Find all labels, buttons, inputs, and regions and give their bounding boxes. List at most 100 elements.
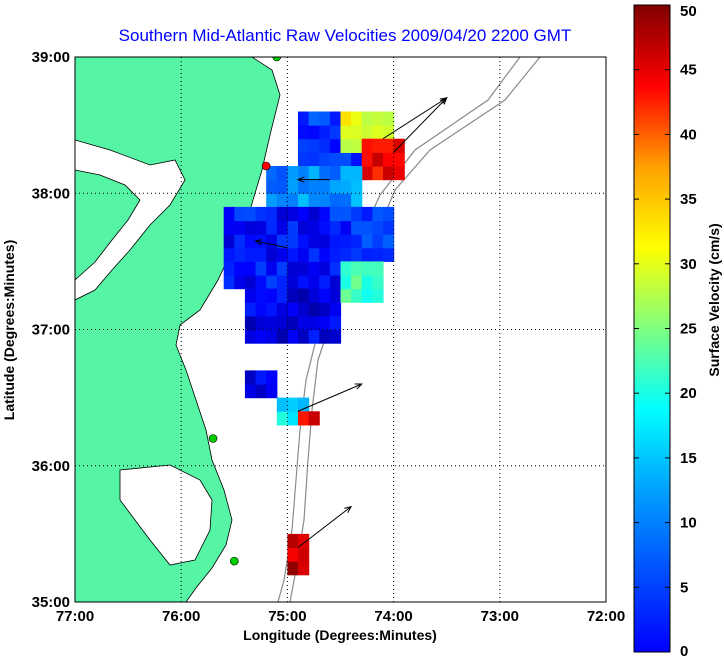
plot-frame — [74, 56, 607, 603]
velocity-cell — [340, 206, 352, 222]
velocity-cell — [393, 166, 405, 181]
velocity-cell — [308, 152, 320, 167]
velocity-cell — [351, 206, 363, 222]
velocity-cell — [308, 193, 320, 208]
radar-station — [261, 161, 271, 171]
velocity-cell — [351, 234, 363, 249]
velocity-cell — [351, 138, 363, 153]
velocity-cell — [255, 234, 267, 249]
velocity-cell — [372, 166, 384, 181]
colorbar-tick-label: 30 — [680, 256, 697, 273]
velocity-cell — [244, 206, 257, 222]
velocity-cell — [244, 234, 257, 249]
velocity-cell — [244, 329, 257, 344]
velocity-cell — [287, 547, 299, 562]
velocity-cell — [244, 315, 257, 331]
velocity-cell — [308, 179, 320, 194]
velocity-cell — [372, 288, 384, 303]
grid-lines — [75, 57, 606, 602]
velocity-cell — [308, 275, 320, 290]
velocity-cell — [255, 275, 267, 290]
velocity-cell — [298, 206, 310, 222]
velocity-cell — [287, 193, 299, 208]
velocity-cell — [329, 329, 342, 344]
velocity-cell — [308, 125, 320, 140]
velocity-cell — [351, 288, 363, 303]
velocity-cell — [298, 411, 310, 426]
velocity-cell — [276, 315, 288, 331]
colorbar-tick-label: 45 — [680, 62, 697, 79]
velocity-cell — [255, 206, 267, 222]
velocity-cell — [383, 138, 395, 153]
velocity-cell — [383, 206, 395, 222]
velocity-cell — [287, 533, 299, 549]
velocity-cell — [329, 288, 342, 303]
velocity-cell — [351, 166, 363, 181]
colorbar — [633, 4, 671, 653]
velocity-cell — [340, 261, 352, 276]
velocity-cell — [266, 275, 278, 290]
velocity-cell — [319, 234, 331, 249]
velocity-cell — [319, 193, 331, 208]
velocity-cell — [266, 302, 278, 317]
velocity-cell — [351, 247, 363, 262]
velocity-cell — [329, 138, 342, 153]
velocity-cell — [298, 152, 310, 167]
colorbar-tick-labels: 50 45 40 35 30 25 20 15 10 5 0 — [680, 3, 697, 659]
velocity-cell — [319, 166, 331, 181]
velocity-cell — [340, 166, 352, 181]
velocity-cell — [287, 206, 299, 222]
x-tick-label: 77:00 — [56, 608, 94, 625]
velocity-cell — [223, 247, 235, 262]
velocity-cell — [244, 247, 257, 262]
y-tick-label: 39:00 — [32, 49, 70, 66]
velocity-cell — [383, 152, 395, 167]
velocity-cell — [298, 166, 310, 181]
velocity-cell — [298, 315, 310, 331]
colorbar-tick-label: 35 — [680, 191, 697, 208]
velocity-cell — [308, 111, 320, 126]
velocity-cell — [255, 247, 267, 262]
velocity-cell — [244, 384, 257, 399]
velocity-cell — [340, 179, 352, 194]
velocity-cell — [244, 288, 257, 303]
velocity-cell — [372, 152, 384, 167]
velocity-cell — [298, 125, 310, 140]
velocity-cell — [329, 234, 342, 249]
velocity-cell — [361, 166, 373, 181]
velocity-cell — [308, 411, 320, 426]
y-tick-label: 38:00 — [32, 185, 70, 202]
velocity-cell — [223, 261, 235, 276]
velocity-cell — [308, 288, 320, 303]
velocity-cell — [287, 315, 299, 331]
velocity-cell — [234, 206, 246, 222]
colorbar-tick-label: 50 — [680, 3, 697, 20]
velocity-cell — [223, 220, 235, 235]
velocity-cell — [276, 397, 288, 412]
velocity-cell — [383, 166, 395, 181]
colorbar-tick-label: 5 — [680, 579, 688, 596]
colorbar-label: Surface Velocity (cm/s) — [706, 223, 722, 376]
x-tick-label: 73:00 — [481, 608, 519, 625]
velocity-cell — [372, 261, 384, 276]
velocity-cell — [329, 261, 342, 276]
velocity-cell — [255, 370, 267, 385]
velocity-cell — [329, 166, 342, 181]
velocity-cell — [276, 275, 288, 290]
velocity-cell — [308, 166, 320, 181]
velocity-cell — [234, 220, 246, 235]
velocity-cell — [372, 247, 384, 262]
velocity-cell — [340, 138, 352, 153]
velocity-cell — [234, 234, 246, 249]
velocity-cell — [319, 152, 331, 167]
velocity-cell — [266, 288, 278, 303]
velocity-cell — [340, 275, 352, 290]
velocity-cell — [266, 329, 278, 344]
y-tick-label: 36:00 — [32, 458, 70, 475]
velocity-cell — [329, 152, 342, 167]
velocity-cell — [340, 234, 352, 249]
velocity-cell — [287, 288, 299, 303]
velocity-cell — [351, 152, 363, 167]
velocity-vector — [297, 505, 353, 548]
